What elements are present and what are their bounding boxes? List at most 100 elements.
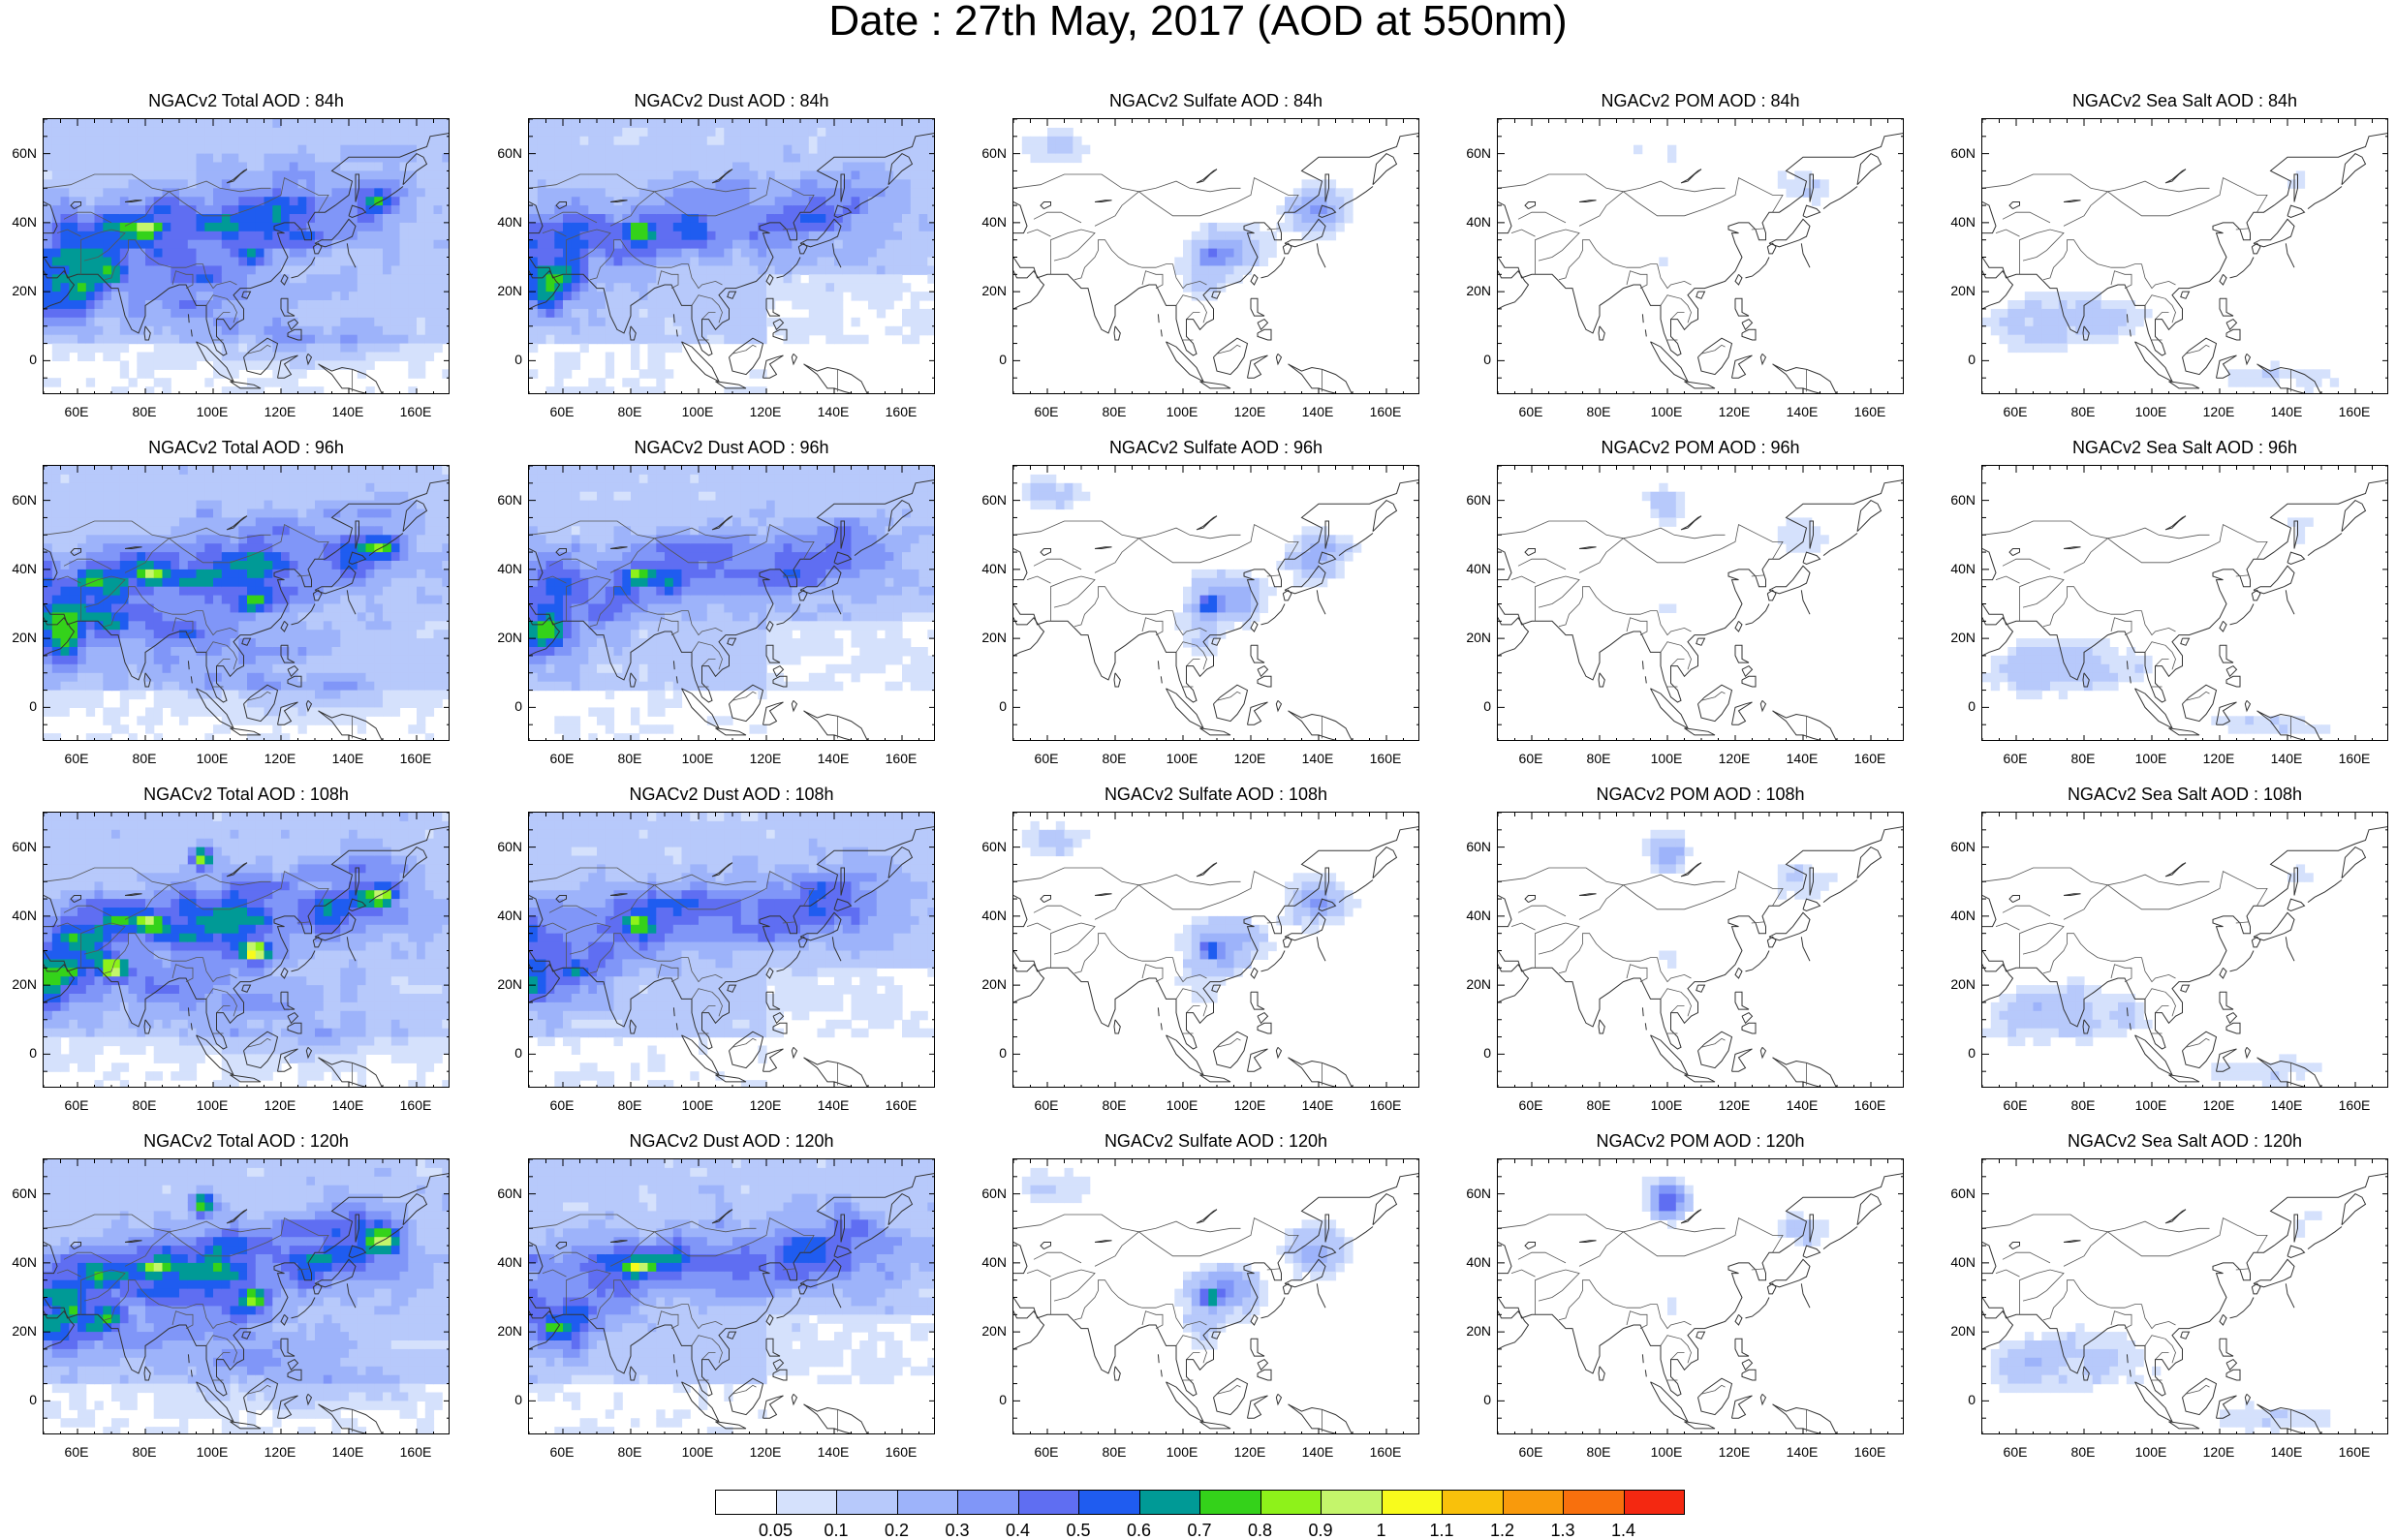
lon-tick-label: 80E [1570,404,1628,419]
lat-tick-label: 0 [2,352,37,367]
lat-tick-label: 60N [1941,492,1976,508]
lon-tick-label: 60E [1502,1097,1560,1113]
lat-tick-label: 40N [1456,1254,1491,1270]
lat-tick-label: 20N [487,630,522,645]
colorbar-swatch [1503,1490,1565,1515]
colorbar-label: 0.1 [807,1521,865,1540]
lat-tick-label: 0 [1456,352,1491,367]
lon-tick-label: 120E [1221,1444,1279,1460]
lon-tick-label: 60E [1017,404,1075,419]
aod-map [44,119,450,394]
aod-map [529,813,935,1088]
aod-map-panel [43,812,450,1088]
lat-tick-label: 60N [487,492,522,508]
colorbar-swatch [1442,1490,1504,1515]
lon-tick-label: 60E [1986,751,2044,766]
lat-tick-label: 40N [1456,908,1491,923]
aod-map [1013,466,1419,741]
aod-map [1982,466,2388,741]
lon-tick-label: 140E [319,404,377,419]
figure-title: Date : 27th May, 2017 (AOD at 550nm) [0,0,2396,43]
lon-tick-label: 160E [1841,1097,1899,1113]
coastlines [1982,826,2388,1088]
aod-map-panel [1012,118,1419,394]
colorbar-label: 0.8 [1231,1521,1290,1540]
aod-map [44,466,450,741]
lat-tick-label: 40N [972,561,1007,576]
lon-tick-label: 140E [319,1444,377,1460]
aod-map-panel [1497,1158,1904,1434]
colorbar-swatch [836,1490,898,1515]
lon-tick-label: 120E [2190,404,2248,419]
lon-tick-label: 140E [2257,751,2316,766]
lat-tick-label: 20N [2,976,37,992]
lon-tick-label: 160E [872,404,930,419]
lat-tick-label: 20N [2,1323,37,1339]
lat-tick-label: 60N [2,839,37,854]
lon-tick-label: 160E [387,1097,445,1113]
lon-tick-label: 120E [2190,751,2248,766]
lon-tick-label: 160E [872,1097,930,1113]
lon-tick-label: 140E [319,1097,377,1113]
lon-tick-label: 140E [804,1097,862,1113]
lat-tick-label: 20N [972,283,1007,298]
lat-tick-label: 60N [1941,839,1976,854]
colorbar-label: 0.5 [1049,1521,1107,1540]
lon-tick-label: 60E [1017,1444,1075,1460]
lat-tick-label: 0 [972,352,1007,367]
lat-tick-label: 20N [1941,630,1976,645]
lon-tick-label: 60E [1017,1097,1075,1113]
aod-shading [1022,1168,1354,1350]
lon-tick-label: 120E [736,404,794,419]
aod-map-panel [43,1158,450,1434]
lon-tick-label: 160E [2325,404,2383,419]
aod-map-panel [1497,465,1904,741]
lon-tick-label: 100E [1637,404,1696,419]
colorbar-label: 0.05 [747,1521,805,1540]
lon-tick-label: 160E [2325,751,2383,766]
lon-tick-label: 120E [736,1444,794,1460]
lon-tick-label: 160E [872,1444,930,1460]
lat-tick-label: 60N [2,1186,37,1201]
lon-tick-label: 120E [1221,751,1279,766]
panel-title: NGACv2 Sulfate AOD : 96h [1012,438,1419,457]
aod-map-panel [1981,118,2388,394]
aod-shading [529,1159,935,1434]
lat-tick-label: 40N [1941,908,1976,923]
lat-tick-label: 40N [2,908,37,923]
colorbar-swatch [1382,1490,1444,1515]
lat-tick-label: 0 [1456,1045,1491,1061]
aod-map-panel [1981,812,2388,1088]
aod-shading [44,813,450,1088]
lon-tick-label: 60E [533,404,591,419]
colorbar-label: 0.4 [989,1521,1047,1540]
aod-shading [1642,1177,1829,1315]
lat-tick-label: 40N [1941,214,1976,230]
coastlines [1982,1173,2388,1434]
panel-title: NGACv2 Sea Salt AOD : 120h [1981,1131,2388,1151]
lon-tick-label: 80E [601,1444,659,1460]
lon-tick-label: 100E [669,751,727,766]
panel-title: NGACv2 Total AOD : 96h [43,438,450,457]
colorbar-label: 0.9 [1291,1521,1350,1540]
panel-title: NGACv2 Sea Salt AOD : 108h [1981,785,2388,804]
lon-tick-label: 80E [1570,751,1628,766]
lat-tick-label: 60N [972,1186,1007,1201]
aod-shading [44,1159,450,1434]
panel-title: NGACv2 POM AOD : 120h [1497,1131,1904,1151]
aod-shading [44,466,450,741]
lon-tick-label: 80E [2054,1097,2112,1113]
lat-tick-label: 0 [1941,1392,1976,1407]
aod-map [44,1159,450,1434]
lat-tick-label: 60N [1941,1186,1976,1201]
colorbar-swatch [1078,1490,1140,1515]
lon-tick-label: 140E [2257,1444,2316,1460]
aod-map [1013,1159,1419,1434]
lon-tick-label: 160E [1841,404,1899,419]
lon-tick-label: 100E [669,404,727,419]
lon-tick-label: 80E [2054,404,2112,419]
aod-map [1982,813,2388,1088]
colorbar-swatch [1139,1490,1201,1515]
lat-tick-label: 20N [1456,976,1491,992]
lat-tick-label: 20N [972,1323,1007,1339]
